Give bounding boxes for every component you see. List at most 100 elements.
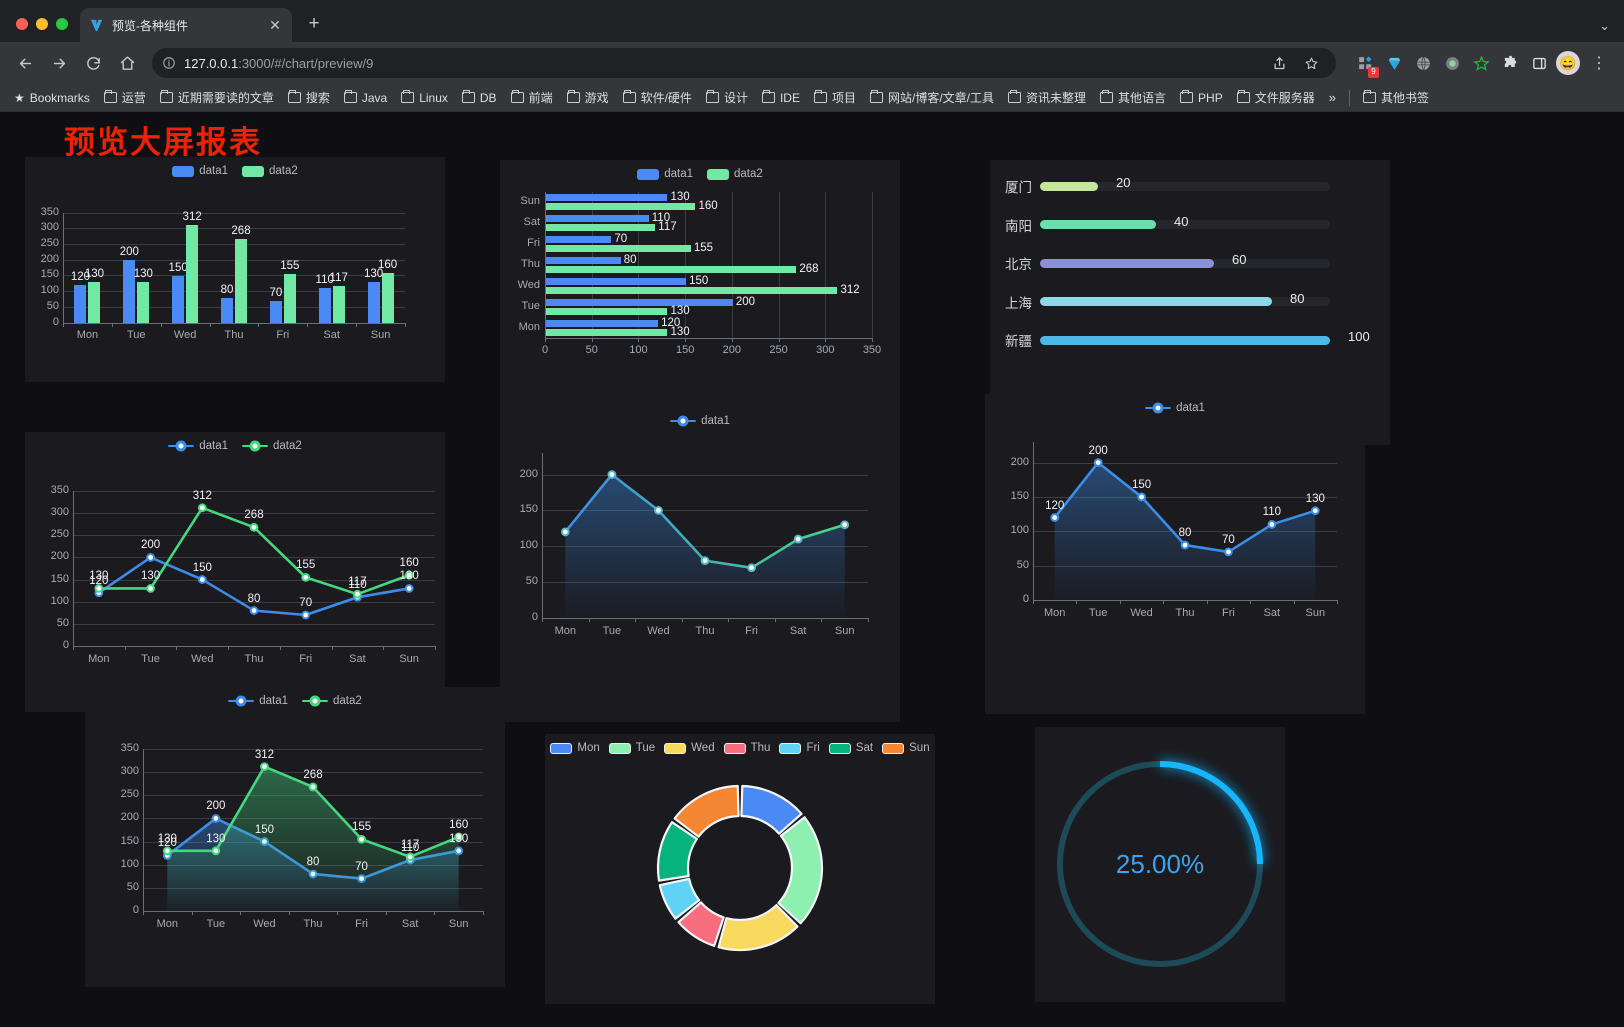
bookmark-star-icon[interactable] (1296, 48, 1326, 78)
bar[interactable] (235, 238, 247, 323)
bar[interactable] (546, 286, 838, 294)
bar[interactable] (546, 328, 668, 336)
bar[interactable] (186, 224, 199, 323)
bookmark-folder[interactable]: 资讯未整理 (1002, 86, 1092, 109)
bar[interactable] (74, 285, 87, 323)
star-extension-icon[interactable] (1468, 50, 1494, 76)
forward-button[interactable] (44, 48, 74, 78)
donut-slice-tue[interactable] (777, 816, 824, 925)
diamond-extension-icon[interactable] (1381, 50, 1407, 76)
bookmarks-overflow-button[interactable]: » (1328, 90, 1336, 105)
bar[interactable] (546, 224, 656, 232)
bookmark-folder[interactable]: 设计 (700, 86, 754, 109)
legend-item-data1[interactable]: data1 (670, 415, 730, 427)
legend-item-wed[interactable]: Wed (664, 742, 715, 754)
legend-item-data2[interactable]: data2 (242, 165, 298, 177)
bar[interactable] (381, 272, 394, 323)
stacked-area-chart[interactable]: data1 data2 0 50 100 150 200 250 300 350 120 200 1… (85, 687, 505, 987)
bookmark-folder[interactable]: PHP (1174, 88, 1229, 108)
bar[interactable] (546, 215, 649, 223)
bar[interactable] (172, 275, 185, 323)
legend-item-thu[interactable]: Thu (723, 742, 770, 754)
window-controls[interactable] (12, 18, 80, 42)
bar[interactable] (318, 288, 331, 323)
donut-slice-sun[interactable] (673, 784, 740, 838)
vertical-bar-chart[interactable]: data1 data2 350 300 250 200 150 100 (25, 157, 445, 382)
address-bar[interactable]: 127.0.0.1:3000/#/chart/preview/9 (152, 48, 1336, 78)
bookmark-folder[interactable]: DB (456, 88, 503, 108)
donut-slice-wed[interactable] (717, 904, 799, 952)
maximize-window-button[interactable] (56, 18, 68, 30)
progress-row[interactable]: 南阳 (990, 215, 1390, 235)
bookmarks-root[interactable]: ★ Bookmarks (8, 88, 96, 108)
circle-extension-icon[interactable] (1439, 50, 1465, 76)
home-button[interactable] (112, 48, 142, 78)
avatar[interactable]: 😄 (1555, 50, 1581, 76)
legend-item-data1[interactable]: data1 (168, 440, 228, 452)
legend-item-sun[interactable]: Sun (882, 742, 930, 754)
bar[interactable] (546, 236, 612, 244)
donut-slice-fri[interactable] (658, 877, 701, 920)
legend-item-data1[interactable]: data1 (172, 165, 228, 177)
donut-slice-sat[interactable] (656, 821, 698, 882)
bookmark-folder[interactable]: 近期需要读的文章 (154, 86, 280, 109)
bar[interactable] (367, 282, 380, 323)
legend-item-data1[interactable]: data1 (228, 695, 288, 707)
close-tab-button[interactable]: ✕ (269, 16, 281, 33)
new-tab-button[interactable]: + (308, 13, 320, 34)
minimize-window-button[interactable] (36, 18, 48, 30)
legend-item-data1[interactable]: data1 (1145, 402, 1205, 414)
bar[interactable] (123, 260, 136, 323)
progress-row[interactable]: 北京 (990, 253, 1390, 273)
browser-tab[interactable]: 预览-各种组件 ✕ (80, 8, 292, 42)
bookmark-folder[interactable]: 前端 (505, 86, 559, 109)
bookmark-folder[interactable]: 运营 (98, 86, 152, 109)
bar[interactable] (332, 286, 345, 323)
bookmark-folder[interactable]: 软件/硬件 (617, 86, 698, 109)
close-window-button[interactable] (16, 18, 28, 30)
bookmark-folder[interactable]: Java (338, 88, 393, 108)
gauge-ring-chart[interactable]: 25.00% (1035, 727, 1285, 1002)
donut-slice-thu[interactable] (677, 901, 725, 947)
other-bookmarks-folder[interactable]: 其他书签 (1357, 86, 1435, 109)
bar[interactable] (546, 277, 687, 285)
legend-item-data2[interactable]: data2 (242, 440, 302, 452)
legend-item-data1[interactable]: data1 (637, 168, 693, 180)
share-icon[interactable] (1264, 48, 1294, 78)
bookmark-folder[interactable]: 网站/博客/文章/工具 (864, 86, 1000, 109)
browser-menu-icon[interactable]: ⋮ (1591, 55, 1607, 72)
bar[interactable] (546, 203, 696, 211)
reload-button[interactable] (78, 48, 108, 78)
bookmark-folder[interactable]: 文件服务器 (1231, 86, 1321, 109)
bar[interactable] (88, 282, 101, 323)
donut-slice-mon[interactable] (740, 784, 803, 835)
legend-item-mon[interactable]: Mon (550, 742, 600, 754)
bar[interactable] (221, 297, 233, 323)
puzzle-extensions-icon[interactable] (1497, 50, 1523, 76)
bookmark-folder[interactable]: 项目 (808, 86, 862, 109)
progress-row[interactable]: 新疆 (990, 330, 1390, 350)
bar[interactable] (546, 298, 733, 306)
bar[interactable] (546, 257, 621, 264)
legend-item-sat[interactable]: Sat (828, 742, 873, 754)
grid-extension-icon[interactable]: 9 (1352, 50, 1379, 78)
bar[interactable] (546, 245, 691, 253)
legend-item-fri[interactable]: Fri (779, 742, 820, 754)
bookmark-folder[interactable]: 其他语言 (1094, 86, 1172, 109)
legend-item-tue[interactable]: Tue (608, 742, 655, 754)
bookmark-folder[interactable]: 游戏 (561, 86, 615, 109)
legend-item-data2[interactable]: data2 (707, 168, 763, 180)
donut-chart[interactable]: Mon Tue Wed Thu Fri Sat Sun (545, 734, 935, 1004)
bar[interactable] (546, 266, 797, 273)
back-button[interactable] (10, 48, 40, 78)
bookmark-folder[interactable]: 搜索 (282, 86, 336, 109)
bar[interactable] (269, 301, 282, 323)
tab-search-chevron-icon[interactable]: ⌄ (1599, 18, 1610, 33)
bar[interactable] (546, 319, 659, 327)
gradient-line-chart[interactable]: data1 0 50 100 150 200 Mon Tue Wed Thu Fri Sat Sun (500, 407, 900, 722)
area-line-chart[interactable]: data1 0 50 100 150 200 120 200 150 80 70 110 130 Mon… (985, 394, 1365, 714)
progress-row[interactable]: 厦门 (990, 176, 1390, 196)
bar[interactable] (137, 282, 150, 323)
side-panel-icon[interactable] (1526, 50, 1552, 76)
bar[interactable] (283, 274, 296, 323)
